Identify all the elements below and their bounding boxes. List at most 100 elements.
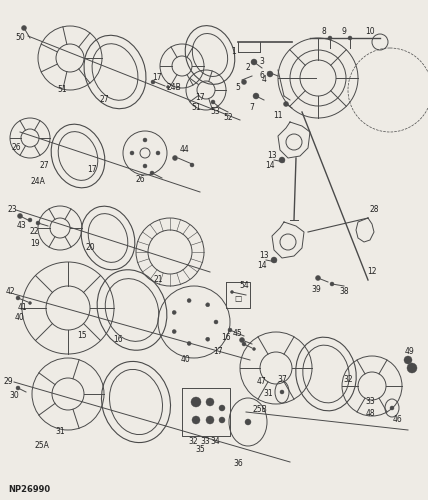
Circle shape bbox=[21, 26, 27, 30]
Text: 53: 53 bbox=[210, 108, 220, 116]
Text: 26: 26 bbox=[135, 176, 145, 184]
Text: 31: 31 bbox=[55, 428, 65, 436]
Text: 17: 17 bbox=[87, 166, 97, 174]
Circle shape bbox=[150, 171, 154, 175]
Circle shape bbox=[231, 290, 234, 294]
Text: 10: 10 bbox=[365, 28, 375, 36]
Circle shape bbox=[242, 342, 246, 346]
Text: 21: 21 bbox=[153, 276, 163, 284]
Text: 44: 44 bbox=[180, 146, 190, 154]
Text: 42: 42 bbox=[5, 288, 15, 296]
Text: 26: 26 bbox=[11, 144, 21, 152]
Text: 48: 48 bbox=[365, 410, 375, 418]
Text: 52: 52 bbox=[223, 114, 233, 122]
Text: 47: 47 bbox=[257, 378, 267, 386]
Text: 23: 23 bbox=[7, 206, 17, 214]
Circle shape bbox=[407, 363, 417, 373]
Text: 51: 51 bbox=[191, 104, 201, 112]
Circle shape bbox=[241, 80, 247, 84]
Text: 6: 6 bbox=[259, 72, 265, 80]
Text: 27: 27 bbox=[99, 96, 109, 104]
Circle shape bbox=[253, 348, 256, 350]
Circle shape bbox=[245, 419, 251, 425]
Circle shape bbox=[187, 342, 191, 345]
Text: 11: 11 bbox=[273, 110, 283, 120]
Text: 40: 40 bbox=[15, 314, 25, 322]
Circle shape bbox=[143, 164, 147, 168]
Text: 5: 5 bbox=[235, 84, 241, 92]
Circle shape bbox=[28, 218, 32, 222]
Circle shape bbox=[283, 102, 288, 106]
Circle shape bbox=[240, 338, 244, 342]
Text: 31: 31 bbox=[263, 390, 273, 398]
Circle shape bbox=[156, 151, 160, 155]
Circle shape bbox=[192, 416, 200, 424]
Text: 13: 13 bbox=[267, 152, 277, 160]
Text: 39: 39 bbox=[311, 286, 321, 294]
Text: 14: 14 bbox=[257, 262, 267, 270]
Circle shape bbox=[36, 221, 40, 225]
Circle shape bbox=[390, 406, 394, 410]
Circle shape bbox=[16, 386, 20, 390]
Circle shape bbox=[219, 417, 225, 423]
Text: 1: 1 bbox=[232, 48, 236, 56]
Text: 17: 17 bbox=[152, 72, 162, 82]
Circle shape bbox=[190, 163, 194, 167]
Text: 27: 27 bbox=[39, 162, 49, 170]
Circle shape bbox=[166, 86, 169, 88]
Text: 8: 8 bbox=[321, 28, 327, 36]
Text: 50: 50 bbox=[15, 34, 25, 42]
Circle shape bbox=[206, 398, 214, 406]
Text: 45: 45 bbox=[233, 330, 243, 338]
Text: 24A: 24A bbox=[30, 178, 45, 186]
Text: 13: 13 bbox=[259, 252, 269, 260]
Text: 9: 9 bbox=[342, 28, 346, 36]
Circle shape bbox=[211, 100, 215, 104]
Circle shape bbox=[251, 59, 257, 65]
Text: NP26990: NP26990 bbox=[8, 486, 50, 494]
Text: 33: 33 bbox=[365, 398, 375, 406]
Text: 2: 2 bbox=[246, 64, 250, 72]
Circle shape bbox=[271, 257, 277, 263]
Circle shape bbox=[206, 303, 210, 307]
Text: 12: 12 bbox=[367, 268, 377, 276]
Text: 3: 3 bbox=[259, 58, 265, 66]
Text: 33: 33 bbox=[200, 438, 210, 446]
Text: 51: 51 bbox=[57, 86, 67, 94]
Text: 38: 38 bbox=[339, 288, 349, 296]
Circle shape bbox=[219, 405, 225, 411]
Text: 14: 14 bbox=[265, 162, 275, 170]
Text: 54: 54 bbox=[239, 282, 249, 290]
Text: 34: 34 bbox=[210, 438, 220, 446]
Circle shape bbox=[16, 296, 20, 300]
Circle shape bbox=[18, 214, 23, 218]
Text: 28: 28 bbox=[369, 206, 379, 214]
Text: 4: 4 bbox=[262, 76, 267, 84]
Circle shape bbox=[172, 310, 176, 314]
Text: 25A: 25A bbox=[35, 442, 50, 450]
Circle shape bbox=[228, 328, 232, 332]
Text: 19: 19 bbox=[30, 240, 40, 248]
Circle shape bbox=[191, 397, 201, 407]
Text: 30: 30 bbox=[9, 392, 19, 400]
Circle shape bbox=[280, 390, 284, 394]
Circle shape bbox=[29, 302, 32, 304]
Text: 35: 35 bbox=[195, 446, 205, 454]
Text: 41: 41 bbox=[17, 304, 27, 312]
Circle shape bbox=[206, 337, 210, 341]
Circle shape bbox=[172, 330, 176, 334]
Text: 32: 32 bbox=[343, 376, 353, 384]
Circle shape bbox=[172, 156, 178, 160]
Text: 40: 40 bbox=[181, 356, 191, 364]
Circle shape bbox=[267, 71, 273, 77]
Text: 16: 16 bbox=[221, 334, 231, 342]
Text: 37: 37 bbox=[277, 376, 287, 384]
Text: 17: 17 bbox=[213, 348, 223, 356]
Text: 16: 16 bbox=[113, 336, 123, 344]
Circle shape bbox=[206, 416, 214, 424]
Text: 22: 22 bbox=[29, 228, 39, 236]
Circle shape bbox=[315, 276, 321, 280]
Circle shape bbox=[328, 36, 332, 40]
Text: 25B: 25B bbox=[253, 406, 268, 414]
Circle shape bbox=[330, 282, 334, 286]
